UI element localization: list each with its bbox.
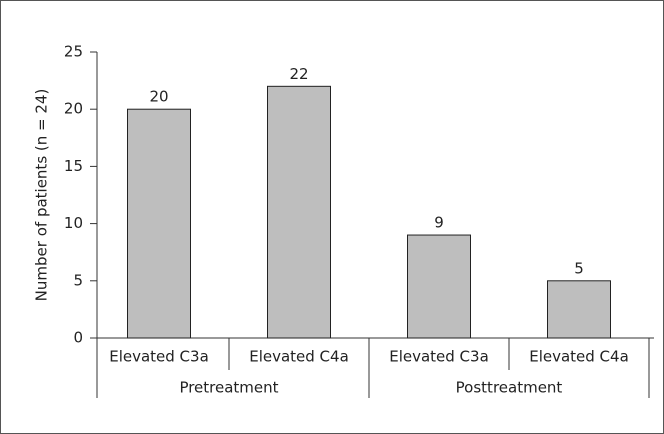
x-tick-label: Elevated C3a [109, 348, 209, 366]
y-tick-label: 10 [64, 214, 83, 232]
y-tick-label: 15 [64, 157, 83, 175]
bar [267, 85, 331, 339]
y-tick-label: 0 [73, 329, 83, 347]
value-label: 20 [149, 88, 168, 106]
value-label: 9 [434, 214, 444, 232]
x-tick-label: Elevated C3a [389, 348, 489, 366]
bar [407, 234, 471, 339]
group-label: Posttreatment [456, 379, 563, 397]
y-tick-label: 25 [64, 43, 83, 61]
bar [547, 280, 611, 339]
group-label: Pretreatment [179, 379, 278, 397]
value-label: 5 [574, 259, 584, 277]
x-tick-label: Elevated C4a [249, 348, 349, 366]
x-tick-label: Elevated C4a [529, 348, 629, 366]
value-label: 22 [289, 65, 308, 83]
y-tick-label: 5 [73, 271, 83, 289]
y-axis-label: Number of patients (n = 24) [33, 89, 51, 302]
bar [127, 108, 191, 339]
y-tick-label: 20 [64, 100, 83, 118]
